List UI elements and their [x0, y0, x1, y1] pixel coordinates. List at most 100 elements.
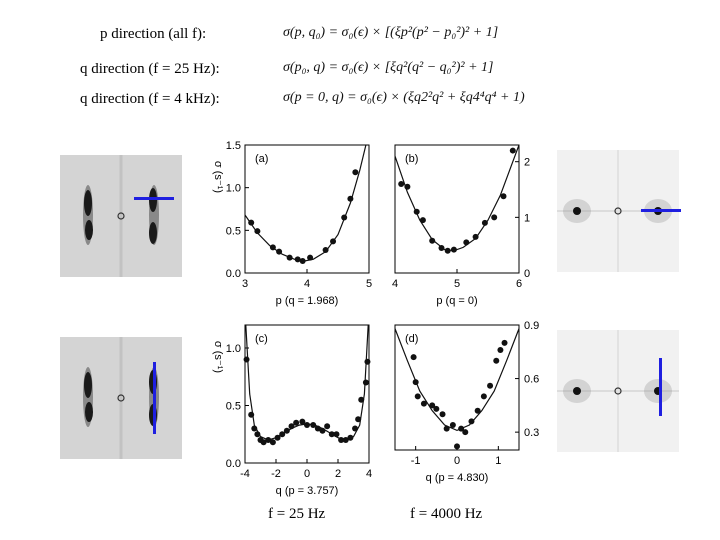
thumbnail-4khz-q-direction: [557, 330, 679, 452]
data-point: [322, 246, 329, 253]
x-tick-label: 0: [454, 455, 460, 467]
data-point: [472, 233, 479, 240]
data-point: [355, 416, 362, 423]
data-point: [248, 219, 255, 226]
data-point: [500, 193, 507, 200]
x-tick-label: 0: [304, 468, 310, 480]
data-point: [265, 437, 272, 443]
thumbnail-25hz-p-direction: [60, 155, 182, 277]
y-tick-label: 0: [524, 268, 530, 280]
data-point: [429, 237, 436, 244]
data-point: [288, 423, 295, 430]
data-point: [310, 422, 317, 429]
y-tick-label: 0.6: [524, 374, 539, 386]
marker-line-p-direction-4khz: [641, 209, 681, 212]
data-point: [254, 431, 261, 438]
chart-panel-3: -4 -2 0 2 4 0.0 0.5 1.0 (c) q (p = 3.757) σ (s⁻¹): [212, 324, 372, 497]
data-point: [299, 258, 306, 265]
x-tick-label: 1: [495, 455, 501, 467]
data-point: [274, 434, 281, 441]
data-point: [251, 425, 258, 432]
data-point: [269, 439, 276, 446]
data-point: [487, 382, 494, 389]
data-point: [279, 431, 286, 438]
data-point: [260, 439, 267, 446]
data-point: [463, 239, 470, 246]
y-tick-label: 0.3: [524, 427, 539, 439]
x-tick-label: 2: [335, 468, 341, 480]
data-point: [454, 443, 460, 450]
x-tick-label: 6: [516, 278, 522, 290]
data-point: [293, 419, 300, 426]
data-point: [304, 422, 310, 429]
y-tick-label: 1.0: [226, 183, 241, 195]
panel-label: (b): [405, 153, 418, 165]
data-point: [328, 431, 335, 438]
data-point: [352, 425, 359, 432]
marker-line-q-direction-4khz: [659, 358, 662, 416]
data-point: [243, 356, 250, 363]
data-point: [338, 437, 345, 443]
data-point: [324, 423, 331, 430]
data-point: [412, 379, 419, 386]
data-point: [398, 180, 405, 187]
panel-label: (a): [255, 153, 268, 165]
data-point: [509, 147, 516, 154]
y-axis-label: σ (s⁻¹): [212, 161, 224, 193]
data-point: [438, 244, 445, 251]
y-tick-label: 1: [524, 212, 530, 224]
x-tick-label: 3: [242, 278, 248, 290]
data-point: [449, 422, 456, 428]
data-point: [248, 411, 255, 418]
data-point: [410, 354, 417, 361]
data-point: [362, 379, 369, 386]
chart-panel-2: 4 5 60 1 2 (b) p (q = 0): [392, 144, 530, 307]
data-point: [358, 396, 365, 403]
data-point: [341, 214, 348, 221]
data-point: [420, 400, 427, 407]
chart-panel-1: 3 4 5 0.0 0.5 1.0 1.5 (a) p (q = 1.968) σ (s⁻¹): [212, 140, 372, 307]
y-tick-label: 1.0: [226, 343, 241, 355]
data-point: [314, 425, 321, 432]
data-point: [414, 393, 421, 400]
data-point: [468, 418, 475, 425]
data-point: [347, 195, 354, 202]
data-point: [419, 217, 426, 224]
x-tick-label: 4: [392, 278, 398, 290]
data-point: [342, 437, 349, 443]
data-point: [458, 425, 465, 432]
x-axis-label: p (q = 0): [436, 295, 477, 307]
data-point: [286, 254, 293, 261]
data-point: [480, 393, 487, 400]
panel-label: (d): [405, 333, 418, 345]
x-tick-label: -2: [271, 468, 281, 480]
data-point: [433, 405, 440, 412]
y-tick-label: 0.0: [226, 268, 241, 280]
y-tick-label: 0.5: [226, 401, 241, 413]
header-q-direction-25hz: q direction (f = 25 Hz):: [80, 61, 220, 77]
data-point: [276, 248, 283, 255]
data-point: [330, 238, 337, 245]
y-tick-label: 0.9: [524, 320, 539, 332]
data-point: [254, 228, 261, 235]
data-point: [501, 339, 508, 346]
header-p-direction: p direction (all f):: [100, 26, 207, 42]
marker-line-p-direction-25hz: [134, 197, 174, 200]
data-point: [307, 254, 314, 261]
data-point: [493, 357, 500, 364]
y-tick-label: 0.0: [226, 458, 241, 470]
data-point: [450, 246, 457, 253]
data-point: [294, 256, 301, 263]
data-point: [269, 244, 276, 251]
x-tick-label: -4: [240, 468, 250, 480]
equation-q-direction-4khz: σ(p = 0, q) = σ₀(ϵ) × (ξq2²q² + ξq4⁴q⁴ +…: [283, 90, 525, 105]
data-point: [497, 347, 504, 353]
data-point: [444, 247, 451, 254]
equation-p-direction: σ(p, q₀) = σ₀(ϵ) × [(ξp²(p² − p₀²)² + 1]: [283, 25, 499, 40]
x-axis-label: p (q = 1.968): [276, 295, 339, 307]
equation-q-direction-25hz: σ(p₀, q) = σ₀(ϵ) × [ξq²(q² − q₀²)² + 1]: [283, 60, 494, 75]
data-point: [352, 169, 359, 176]
x-axis-label: q (p = 4.830): [426, 472, 489, 484]
x-tick-label: 5: [454, 278, 460, 290]
